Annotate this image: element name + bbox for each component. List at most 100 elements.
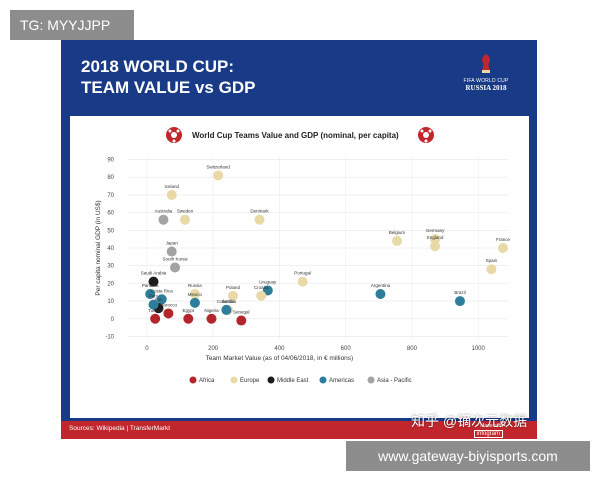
y-tick-label: 10	[107, 299, 114, 305]
point-label-sweden: Sweden	[177, 209, 194, 214]
soccer-ball-icon-right	[418, 127, 434, 143]
legend-marker-middle-east	[267, 376, 275, 384]
point-label-panama: Panama	[142, 283, 159, 288]
point-nigeria	[206, 313, 217, 324]
point-label-south-korea: South Korea	[163, 256, 189, 261]
point-label-portugal: Portugal	[294, 271, 311, 276]
infogram-logo: infogram	[473, 430, 503, 438]
legend-marker-asia-pacific	[367, 376, 375, 384]
bottom-url-tag: www.gateway-biyisports.com	[346, 441, 590, 471]
x-tick-labels: 0 200 400 600 800 1000	[145, 346, 485, 352]
source-text: Sources: Wikipedia | TransferMarkt	[69, 425, 171, 432]
point-label-senegal: Senegal	[233, 310, 250, 315]
legend-marker-europe	[230, 376, 238, 384]
y-tick-label: 0	[111, 317, 115, 323]
point-saudi-arabia	[148, 276, 159, 287]
point-label-uruguay: Uruguay	[259, 279, 277, 284]
point-morocco	[163, 308, 174, 319]
y-tick-label: 20	[107, 281, 114, 287]
point-label-egypt: Egypt	[183, 308, 195, 313]
x-axis-label: Team Market Value (as of 04/06/2018, in …	[206, 355, 354, 362]
y-tick-label: 70	[107, 193, 114, 199]
brand-small-text: FIFA WORLD CUP	[463, 78, 509, 84]
grid-layer	[127, 156, 508, 340]
point-russia	[189, 289, 200, 299]
point-belgium	[392, 235, 403, 246]
brand-large-text: RUSSIA 2018	[465, 84, 507, 92]
chart-header: World Cup Teams Value and GDP (nominal, …	[166, 127, 434, 143]
top-tag-label: TG: MYYJJPP	[10, 10, 134, 40]
y-tick-labels: -10 0 10 20 30 40 50 60 70 80 90	[105, 158, 114, 341]
x-tick-label: 0	[145, 346, 149, 352]
x-tick-label: 600	[341, 346, 352, 352]
point-label-colombia: Colombia	[217, 299, 237, 304]
x-tick-label: 1000	[472, 346, 486, 352]
point-switzerland	[213, 170, 224, 181]
point-label-switzerland: Switzerland	[206, 164, 230, 169]
point-portugal	[297, 276, 308, 287]
point-senegal	[236, 315, 247, 326]
point-iceland	[166, 189, 177, 200]
y-tick-label: 90	[107, 158, 114, 164]
legend-label-europe: Europe	[240, 378, 260, 384]
poster-title: 2018 WORLD CUP: TEAM VALUE vs GDP	[81, 56, 381, 98]
poster-title-line2: TEAM VALUE vs GDP	[81, 78, 256, 97]
y-tick-label: 60	[107, 211, 114, 217]
point-croatia	[256, 290, 267, 301]
poster-title-line1: 2018 WORLD CUP:	[81, 57, 235, 76]
legend-marker-americas	[319, 376, 327, 384]
point-south-korea	[170, 262, 181, 273]
point-egypt	[183, 313, 194, 324]
point-label-tunisia: Tunisia	[148, 308, 163, 313]
chart-title: World Cup Teams Value and GDP (nominal, …	[192, 131, 399, 140]
legend: Africa Europe Middle East Americas Asia - Pa…	[189, 376, 412, 384]
point-label-iran: Iran	[155, 297, 163, 302]
point-label-france: France	[496, 237, 511, 242]
scatter-chart: World Cup Teams Value and GDP (nominal, …	[95, 127, 511, 384]
legend-label-asia-pacific: Asia - Pacific	[377, 378, 412, 384]
world-cup-trophy-icon	[482, 54, 490, 73]
point-england	[430, 241, 441, 252]
point-france	[498, 243, 509, 253]
footer-bar: Sources: Wikipedia | TransferMarkt Made …	[61, 421, 537, 439]
point-label-poland: Poland	[226, 285, 241, 290]
point-label-croatia: Croatia	[254, 285, 269, 290]
made-with-badge: Made with infogram	[473, 423, 503, 438]
point-label-england: England	[427, 235, 444, 240]
legend-label-middle-east: Middle East	[277, 378, 309, 384]
chart-card: World Cup Teams Value and GDP (nominal, …	[70, 116, 529, 418]
x-tick-label: 800	[407, 346, 418, 352]
point-denmark	[254, 214, 265, 225]
point-germany	[430, 234, 441, 245]
y-tick-label: 50	[107, 228, 114, 234]
point-label-serbia: Serbia	[222, 299, 236, 304]
point-tunisia	[150, 313, 161, 324]
point-spain	[486, 264, 497, 275]
point-sweden	[179, 214, 190, 225]
y-axis-label: Per capita nominal GDP (in US$)	[95, 200, 102, 295]
point-label-morocco: Morocco	[160, 302, 178, 307]
point-mexico	[189, 297, 200, 308]
point-panama	[145, 289, 156, 299]
point-label-peru: Peru	[149, 294, 159, 299]
point-label-brazil: Brazil	[454, 290, 465, 295]
point-label-nigeria: Nigeria	[204, 308, 219, 313]
y-tick-label: 80	[107, 175, 114, 181]
point-label-spain: Spain	[486, 258, 498, 263]
y-tick-label: 30	[107, 264, 114, 270]
point-argentina	[375, 289, 386, 299]
fifa-russia-logo: FIFA WORLD CUP RUSSIA 2018	[451, 52, 521, 92]
point-japan	[166, 246, 177, 257]
y-tick-label: -10	[105, 334, 114, 340]
point-colombia	[221, 304, 232, 315]
point-label-saudi-arabia: Saudi Arabia	[141, 271, 167, 276]
legend-marker-africa	[189, 376, 197, 384]
point-labels: Switzerland Iceland Sweden Australia Denmark…	[141, 164, 511, 314]
point-label-mexico: Mexico	[188, 292, 203, 297]
point-label-belgium: Belgium	[389, 230, 406, 235]
legend-label-americas: Americas	[329, 378, 354, 384]
infographic-poster: 2018 WORLD CUP: TEAM VALUE vs GDP FIFA W…	[61, 40, 537, 439]
x-tick-label: 400	[274, 346, 285, 352]
point-label-iceland: Iceland	[164, 184, 179, 189]
legend-label-africa: Africa	[199, 378, 215, 384]
